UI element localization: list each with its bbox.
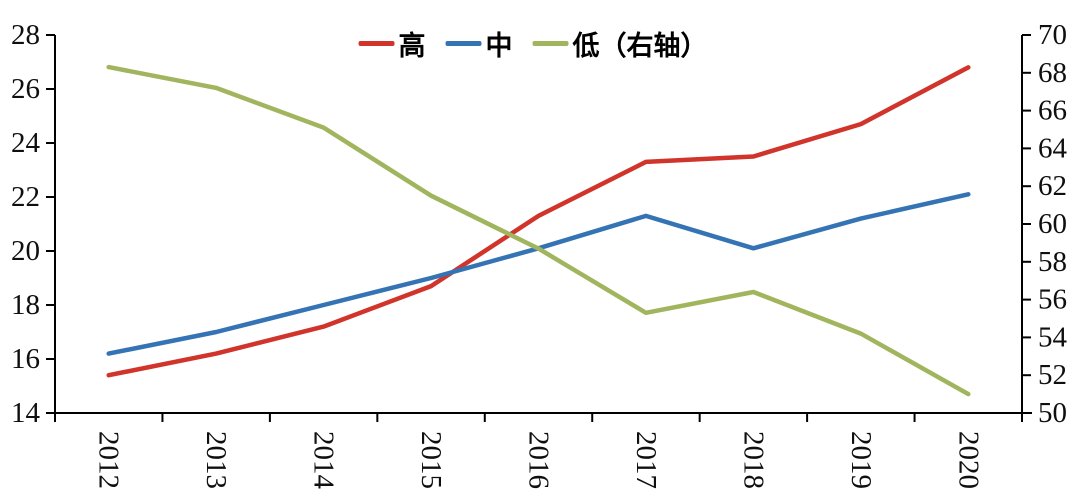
x-axis-year-label: 2015 xyxy=(415,431,447,489)
series-line-2 xyxy=(106,64,971,397)
right-axis-tick-label: 62 xyxy=(1038,170,1067,202)
right-axis-tick-label: 60 xyxy=(1038,208,1067,240)
left-axis-tick-label: 26 xyxy=(11,73,40,105)
left-axis-tick-label: 18 xyxy=(11,289,40,321)
high-series-label: 高 xyxy=(398,31,426,61)
right-axis-tick-label: 54 xyxy=(1038,321,1068,353)
right-axis-tick-label: 52 xyxy=(1038,359,1067,391)
left-axis-tick-label: 20 xyxy=(11,235,40,267)
left-axis-tick-label: 24 xyxy=(11,127,41,159)
legend-item-low: 低（右轴） xyxy=(532,24,708,63)
right-axis-tick-label: 68 xyxy=(1038,57,1067,89)
left-axis-tick-label: 28 xyxy=(11,19,40,51)
right-axis-tick-label: 70 xyxy=(1038,19,1067,51)
mid-series-label: 中 xyxy=(485,31,513,61)
series-line-0 xyxy=(106,65,971,378)
legend-item-high: 高 xyxy=(358,24,426,63)
x-axis-year-label: 2014 xyxy=(308,431,340,490)
x-axis-year-label: 2018 xyxy=(737,431,769,489)
left-axis-tick-label: 16 xyxy=(11,343,40,375)
right-axis-tick-label: 64 xyxy=(1038,132,1068,164)
x-axis-year-label: 2020 xyxy=(952,431,984,489)
x-axis-year-label: 2019 xyxy=(845,431,877,489)
right-axis-tick-label: 66 xyxy=(1038,95,1067,127)
legend-item-mid: 中 xyxy=(445,24,513,63)
low-series-label: 低（右轴） xyxy=(572,31,708,61)
mid-series-line-swatch xyxy=(445,41,482,46)
x-axis-year-label: 2013 xyxy=(200,431,232,489)
right-axis-tick-label: 50 xyxy=(1038,397,1067,429)
legend: 高 中 低（右轴） xyxy=(358,24,708,63)
x-axis-year-label: 2017 xyxy=(630,431,662,489)
high-series-line-swatch xyxy=(358,41,395,46)
x-axis-year-label: 2012 xyxy=(93,431,125,489)
left-axis-tick-label: 14 xyxy=(11,397,41,429)
x-axis-year-label: 2016 xyxy=(523,431,555,489)
low-series-line-swatch xyxy=(532,41,569,46)
right-axis-tick-label: 58 xyxy=(1038,246,1067,278)
right-axis-tick-label: 56 xyxy=(1038,284,1067,316)
left-axis-tick-label: 22 xyxy=(11,181,40,213)
